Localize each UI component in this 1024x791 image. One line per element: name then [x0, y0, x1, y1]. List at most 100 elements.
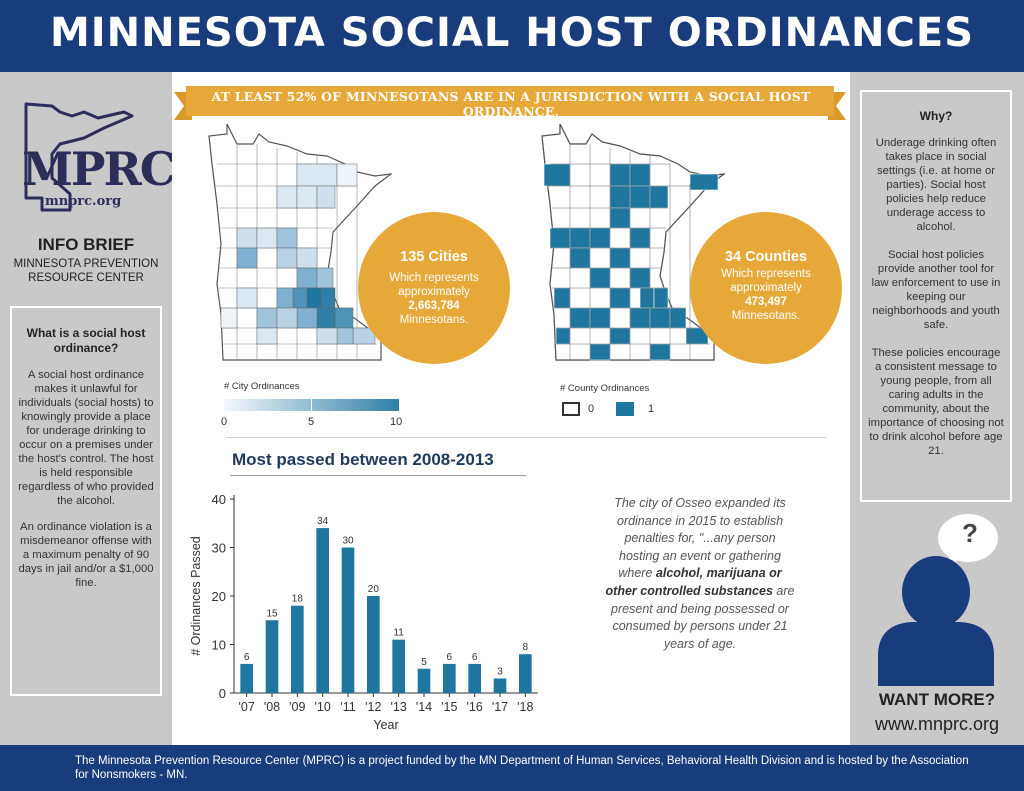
data-label: 11	[393, 628, 404, 639]
data-label: 6	[447, 652, 453, 663]
bar	[493, 678, 507, 693]
bar	[468, 663, 481, 693]
bar	[316, 528, 329, 693]
data-label: 8	[523, 642, 529, 653]
cities-stat-circle: 135 Cities Which represents approximatel…	[358, 212, 510, 364]
data-label: 6	[244, 652, 250, 663]
counties-line1: Which represents approximately	[721, 268, 811, 294]
y-tick-label: 10	[212, 638, 226, 653]
county-legend-label-1: 1	[648, 403, 655, 415]
data-label: 18	[292, 594, 304, 605]
footer-text: The Minnesota Prevention Resource Center…	[75, 755, 969, 781]
x-axis-label: Year	[373, 718, 398, 732]
header-banner: MINNESOTA SOCIAL HOST ORDINANCES	[0, 0, 1024, 72]
x-tick-label: '11	[340, 700, 355, 714]
chart-title: Most passed between 2008-2013	[232, 450, 494, 469]
definition-text: A social host ordinance makes it unlawfu…	[18, 369, 154, 507]
penalty-text: An ordinance violation is a misdemeanor …	[18, 521, 154, 589]
person-question-icon	[878, 514, 998, 686]
cities-headline: 135 Cities	[400, 249, 468, 265]
counties-description: Which represents approximately 473,497 M…	[690, 267, 842, 323]
data-label: 34	[317, 516, 329, 527]
bar	[240, 663, 253, 693]
why-box: Why? Underage drinking often takes place…	[860, 90, 1012, 502]
minnesota-outline-logo-icon	[24, 102, 134, 212]
section-divider	[227, 437, 827, 438]
logo-wordmark: MPRC	[22, 142, 176, 196]
x-tick-label: '07	[239, 700, 255, 714]
city-legend-ticks	[224, 399, 399, 419]
data-label: 20	[368, 584, 380, 595]
city-legend-title: # City Ordinances	[224, 381, 300, 392]
bar	[392, 639, 405, 693]
data-label: 15	[266, 608, 278, 619]
quote-part2: are present and being possessed or consu…	[611, 583, 795, 651]
data-label: 3	[497, 666, 503, 677]
logo-url: mnprc.org	[45, 194, 122, 209]
want-more-heading: WANT MORE?	[878, 690, 996, 709]
website-link[interactable]: www.mnprc.org	[874, 714, 1000, 734]
bar	[417, 668, 431, 693]
cities-line2: Minnesotans.	[399, 314, 469, 326]
x-tick-label: '13	[391, 700, 407, 714]
definition-box: What is a social host ordinance? A socia…	[10, 306, 162, 696]
quote-bold: alcohol, marijuana or other controlled s…	[605, 566, 782, 598]
data-label: 6	[472, 652, 478, 663]
bar	[291, 605, 304, 693]
ordinances-bar-chart: 0 10 20 30 40 6 '07 15 '08 18 '09 34 '10 30 '11 20 '12 11…	[189, 492, 538, 732]
y-tick-label: 0	[219, 686, 226, 701]
x-tick-label: '09	[289, 700, 305, 714]
left-column: MPRC mnprc.org INFO BRIEF MINNESOTA PREV…	[0, 72, 176, 745]
cities-description: Which represents approximately 2,663,784…	[358, 271, 510, 327]
main-content: AT LEAST 52% OF MINNESOTANS ARE IN A JUR…	[172, 72, 850, 745]
why-text-1: Underage drinking often takes place in s…	[875, 137, 997, 233]
bar	[367, 596, 380, 693]
y-tick-label: 30	[212, 541, 226, 556]
org-name: MINNESOTA PREVENTION RESOURCE CENTER	[13, 258, 159, 284]
x-tick-label: '15	[441, 700, 457, 714]
city-legend-tick-5: 5	[308, 416, 315, 428]
bar	[265, 620, 279, 693]
cities-population: 2,663,784	[408, 300, 460, 312]
counties-line2: Minnesotans.	[731, 310, 801, 322]
info-brief-label: INFO BRIEF	[37, 235, 135, 254]
osseo-quote: The city of Osseo expanded its ordinance…	[604, 495, 796, 653]
city-legend-tick-0: 0	[221, 416, 228, 428]
question-mark: ?	[962, 518, 978, 548]
footer-banner: The Minnesota Prevention Resource Center…	[0, 745, 1024, 791]
banner-text: AT LEAST 52% OF MINNESOTANS ARE IN A JUR…	[211, 89, 811, 119]
x-tick-label: '10	[315, 700, 331, 714]
county-legend-box-0	[562, 402, 580, 416]
why-text-3: These policies encourage a consistent me…	[868, 347, 1004, 457]
y-tick-label: 40	[212, 492, 226, 507]
data-label: 30	[342, 536, 354, 547]
county-legend-title: # County Ordinances	[560, 383, 650, 394]
y-tick-label: 20	[212, 589, 226, 604]
county-ordinances-map	[541, 124, 725, 361]
x-tick-label: '12	[365, 700, 381, 714]
x-tick-label: '18	[517, 700, 533, 714]
bar	[519, 654, 532, 693]
x-tick-label: '17	[492, 700, 508, 714]
county-legend-label-0: 0	[588, 403, 595, 415]
y-axis-label: # Ordinances Passed	[189, 536, 203, 656]
chart-title-underline	[230, 475, 526, 476]
x-tick-label: '16	[467, 700, 483, 714]
county-legend-box-1	[616, 402, 634, 416]
quote-part1: The city of Osseo expanded its ordinance…	[614, 496, 786, 581]
bar	[341, 547, 355, 693]
city-ordinances-map	[208, 124, 392, 361]
counties-headline: 34 Counties	[724, 249, 808, 265]
why-title: Why?	[919, 109, 953, 123]
right-column: Why? Underage drinking often takes place…	[850, 72, 1024, 745]
counties-population: 473,497	[745, 296, 787, 308]
x-tick-label: '14	[416, 700, 432, 714]
cities-line1: Which represents approximately	[389, 272, 479, 298]
x-tick-label: '08	[264, 700, 280, 714]
data-label: 5	[421, 657, 427, 668]
why-text-2: Social host policies provide another too…	[871, 249, 1001, 331]
page-title: MINNESOTA SOCIAL HOST ORDINANCES	[49, 10, 975, 56]
banner-ribbon	[174, 86, 846, 120]
bar	[443, 663, 456, 693]
